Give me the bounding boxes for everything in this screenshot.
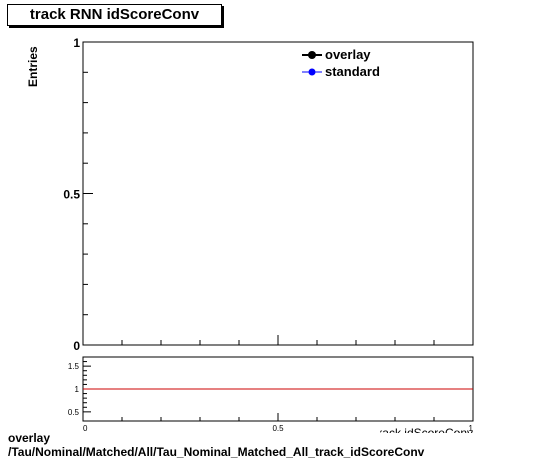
legend: overlay standard — [302, 47, 380, 79]
legend-overlay-label: overlay — [325, 47, 371, 62]
main-y-tick-label: 0.5 — [63, 188, 80, 202]
ratio-x-tick-label: 0.5 — [272, 424, 284, 433]
y-axis-label: Entries — [26, 46, 40, 87]
footer-line-2: /Tau/Nominal/Matched/All/Tau_Nominal_Mat… — [8, 445, 425, 459]
x-axis-label: track idScoreConv — [375, 426, 473, 440]
legend-overlay-marker — [308, 51, 316, 59]
legend-standard-marker — [308, 68, 316, 76]
footer-caption: overlay /Tau/Nominal/Matched/All/Tau_Nom… — [8, 431, 424, 459]
main-plot-frame — [82, 41, 474, 346]
ratio-y-tick-label: 1 — [75, 385, 80, 394]
legend-standard-label: standard — [325, 64, 380, 79]
ratio-y-tick-label: 1.5 — [68, 362, 80, 371]
main-y-tick-label: 0 — [73, 339, 80, 353]
main-y-tick-label: 1 — [73, 36, 80, 50]
main-axis-ticks — [82, 41, 474, 346]
ratio-y-tick-label: 0.5 — [68, 408, 80, 417]
title-box: track RNN idScoreConv — [7, 4, 222, 26]
ratio-axis-ticks — [82, 361, 474, 421]
ratio-x-tick-label: 1 — [469, 424, 474, 433]
ratio-x-tick-labels: 0 0.5 1 — [83, 424, 474, 433]
footer-line-1: overlay — [8, 431, 51, 445]
main-y-tick-labels: 00.51 — [63, 36, 80, 353]
ratio-x-tick-label: 0 — [83, 424, 88, 433]
ratio-y-tick-labels: 0.5 1 1.5 — [68, 362, 80, 417]
chart-title: track RNN idScoreConv — [29, 6, 200, 23]
